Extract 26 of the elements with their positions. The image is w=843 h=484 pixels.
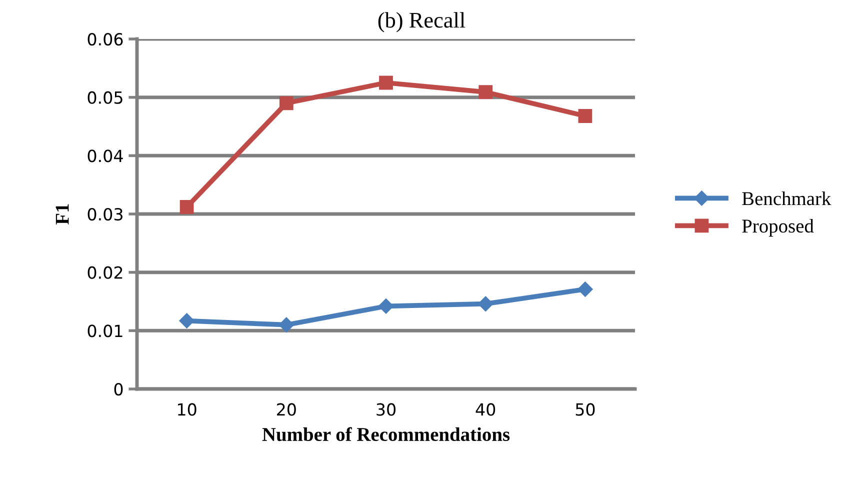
- x-axis-title: Number of Recommendations: [262, 427, 510, 442]
- y-tick-label: 0: [114, 382, 123, 396]
- y-tick-label: 0.06: [88, 32, 123, 46]
- x-tick-label: 30: [376, 403, 396, 416]
- y-tick-label: 0.04: [88, 150, 123, 162]
- y-tick-label: 0.05: [88, 91, 122, 104]
- legend-label: Proposed: [742, 218, 814, 237]
- x-tick-label: 40: [476, 403, 496, 416]
- point: [278, 317, 294, 332]
- chart-title: (b) Recall: [378, 12, 466, 32]
- point: [379, 76, 393, 90]
- point: [478, 296, 494, 312]
- y-tick-label: 0.02: [88, 266, 122, 279]
- point: [279, 96, 294, 110]
- point: [179, 313, 194, 328]
- x-tick-label: 10: [178, 403, 196, 416]
- point: [180, 200, 194, 214]
- legend-label: Benchmark: [742, 192, 832, 206]
- point: [578, 282, 593, 297]
- x-tick-label: 20: [277, 403, 296, 416]
- x-tick-label: 50: [576, 403, 595, 416]
- y-axis-title: F1: [56, 204, 69, 224]
- point: [478, 85, 493, 100]
- point: [578, 109, 592, 123]
- y-tick-label: 0.01: [88, 324, 122, 338]
- y-tick-label: 0.03: [88, 208, 122, 221]
